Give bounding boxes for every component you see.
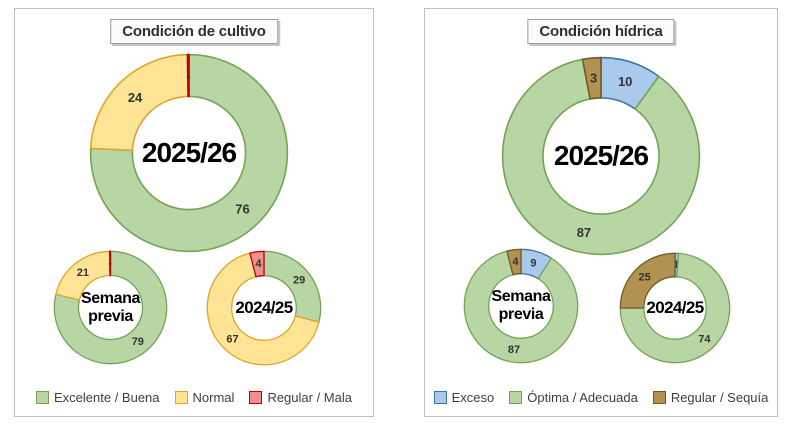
legend-item-optima-adecuada: Óptima / Adecuada: [509, 390, 638, 405]
slice-value-label: -: [108, 257, 112, 269]
legend-label: Exceso: [451, 390, 495, 405]
slice-value-label: -: [186, 68, 190, 83]
water-condition-title: Condición hídrica: [527, 19, 675, 44]
legend-item-regular-mala: Regular / Mala: [249, 390, 352, 405]
crop-condition-title: Condición de cultivo: [110, 19, 278, 44]
legend-label: Regular / Mala: [267, 390, 352, 405]
slice-value-label: 74: [698, 333, 711, 345]
yellow-swatch-icon: [174, 391, 188, 404]
blue-swatch-icon: [433, 391, 447, 404]
slice-value-label: 24: [128, 90, 143, 105]
slice-value-label: 87: [508, 344, 520, 356]
donut-crop-2025-26: 76 24- 2025/26: [89, 53, 289, 253]
panel-water-condition: Condición hídrica 10 87 3 2025/26 9 87 4 Sem…: [424, 8, 778, 417]
donut-slice: [108, 250, 112, 277]
donut-crop-semana-previa: 79 21- Semana previa: [53, 250, 168, 365]
legend-item-excelente-buena: Excelente / Buena: [36, 390, 160, 405]
panel-crop-condition: Condición de cultivo 76 24- 2025/26 79 21-…: [14, 8, 374, 417]
donut-slice: [463, 250, 579, 364]
slice-value-label: 9: [530, 257, 536, 269]
slice-value-label: 4: [255, 258, 262, 270]
brown-swatch-icon: [652, 391, 666, 404]
donut-slice: [501, 58, 701, 256]
donut-slice: [249, 250, 265, 278]
slice-value-label: 29: [293, 275, 305, 287]
legend-label: Excelente / Buena: [54, 390, 160, 405]
legend-label: Regular / Sequía: [670, 390, 769, 405]
slice-value-label: 67: [226, 333, 238, 345]
donut-water-semana-previa: 9 87 4 Semana previa: [463, 248, 579, 364]
legend-water-condition: Exceso Óptima / Adecuada Regular / Sequí…: [425, 390, 777, 405]
donut-slice: [506, 248, 522, 276]
slice-value-label: 3: [590, 71, 597, 86]
donut-slice: [619, 252, 731, 364]
green-swatch-icon: [36, 391, 49, 404]
slice-value-label: 10: [618, 74, 632, 89]
slice-value-label: 76: [235, 202, 249, 217]
legend-label: Normal: [192, 390, 235, 405]
slice-value-label: 79: [132, 336, 144, 348]
donut-slice: [89, 53, 289, 253]
legend-item-exceso: Exceso: [433, 390, 495, 405]
legend-item-regular-sequia: Regular / Sequía: [652, 390, 769, 405]
donut-slice: [619, 252, 676, 309]
legend-label: Óptima / Adecuada: [527, 390, 638, 405]
red-swatch-icon: [249, 391, 263, 404]
donut-water-2025-26: 10 87 3 2025/26: [501, 56, 701, 256]
slice-value-label: 1: [673, 259, 679, 271]
donut-slice: [186, 53, 190, 98]
green-swatch-icon: [509, 391, 523, 404]
slice-value-label: 87: [577, 225, 591, 240]
donut-crop-2024-25: 29 67 4 2024/25: [206, 250, 322, 366]
donut-slice: [53, 250, 168, 365]
donut-slice: [206, 252, 320, 366]
slice-value-label: 21: [77, 267, 89, 279]
slice-value-label: 25: [639, 272, 651, 284]
legend-crop-condition: Excelente / Buena Normal Regular / Mala: [15, 390, 373, 405]
slice-value-label: 4: [512, 256, 519, 268]
legend-item-normal: Normal: [174, 390, 235, 405]
donut-slice: [581, 56, 602, 100]
donut-water-2024-25: 1 74 25 2024/25: [619, 252, 731, 364]
